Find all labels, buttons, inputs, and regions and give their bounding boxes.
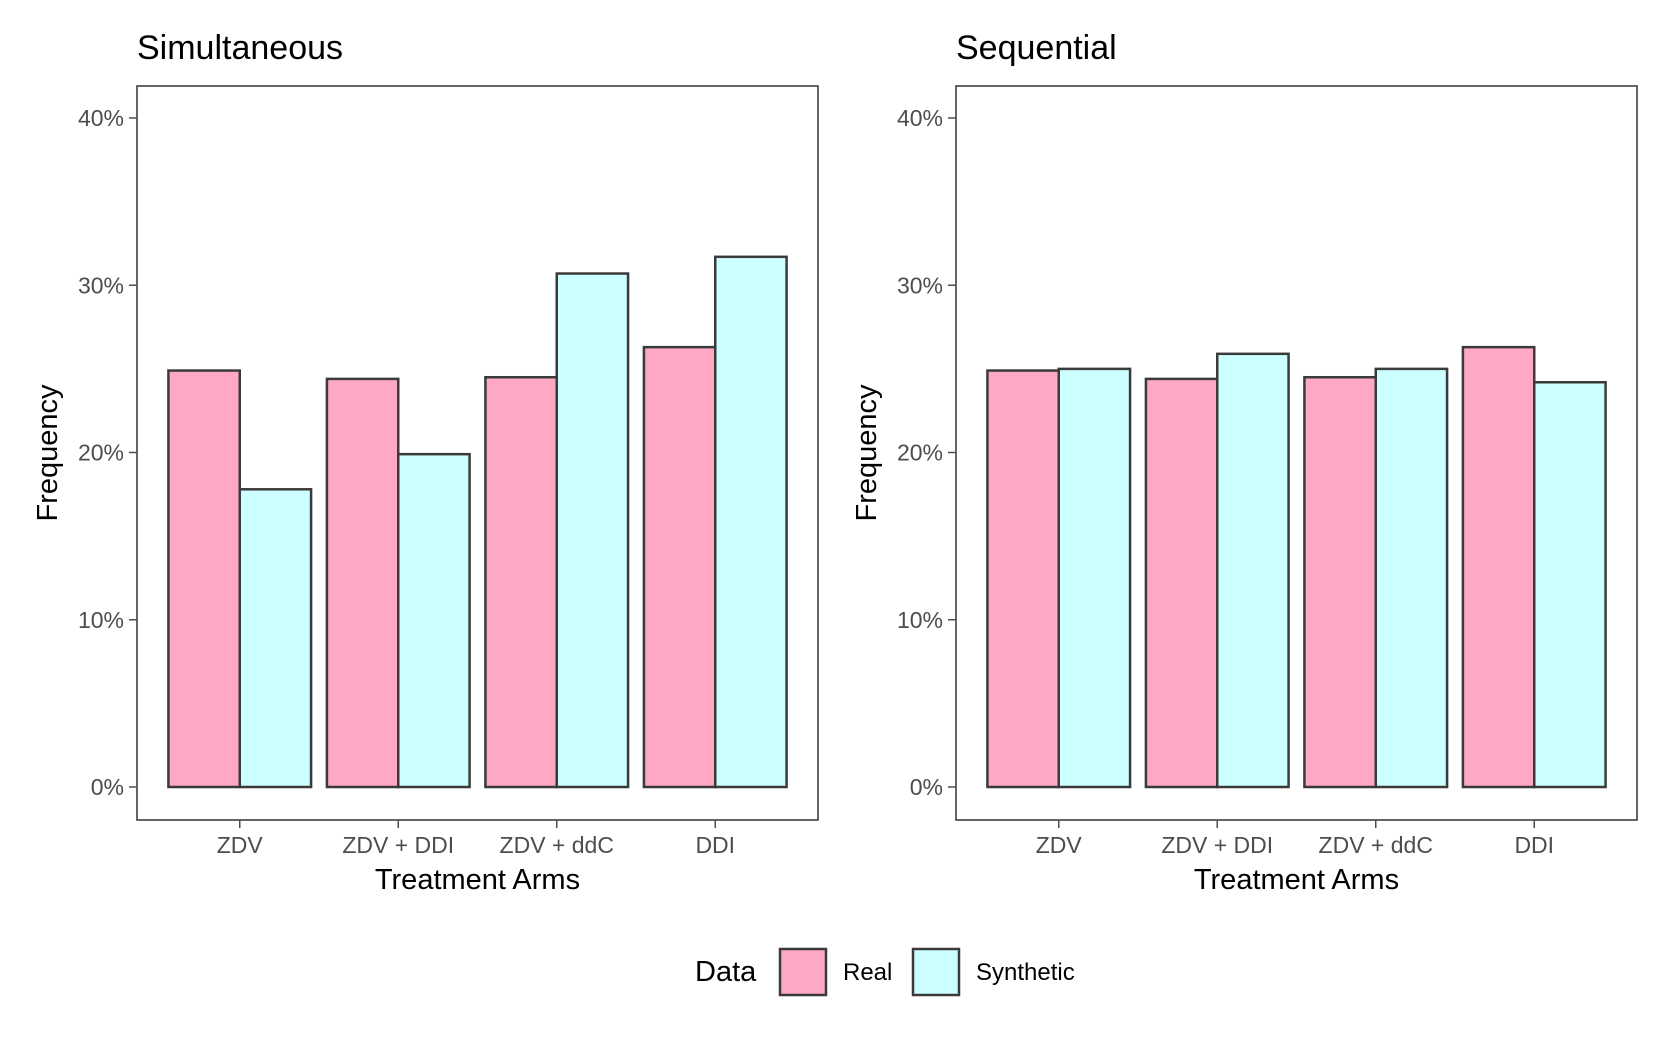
x-tick-label: ZDV + DDI <box>1161 832 1273 858</box>
bar-synthetic-ddi <box>1533 381 1607 789</box>
legend: Data Real Synthetic <box>695 947 1075 997</box>
bar-real-zdv <box>986 369 1060 789</box>
bar-synthetic-zdv <box>238 488 313 789</box>
x-tick-label: ZDV + ddC <box>500 832 614 858</box>
chart-title: Sequential <box>956 29 1117 67</box>
y-tick-label: 30% <box>897 272 943 298</box>
x-tick-label: ZDV + ddC <box>1319 832 1433 858</box>
x-tick-label: ZDV + DDI <box>342 832 454 858</box>
legend-label-real: Real <box>843 959 892 986</box>
y-tick-label: 30% <box>78 272 124 298</box>
bar-real-zdv-ddc <box>484 375 558 789</box>
x-tick-label: DDI <box>1514 832 1554 858</box>
y-tick-label: 10% <box>897 607 943 633</box>
y-tick-label: 20% <box>897 440 943 466</box>
legend-swatch-real <box>778 947 828 997</box>
legend-label-synthetic: Synthetic <box>976 959 1075 986</box>
chart-panel-simultaneous: Simultaneous 0% 10% 20% 30% 40% ZDV ZDV + DDI ZD… <box>32 29 819 896</box>
chart-title: Simultaneous <box>137 29 343 67</box>
x-tick-label: DDI <box>695 832 735 858</box>
legend-title: Data <box>695 956 757 988</box>
bar-real-ddi <box>1461 345 1536 789</box>
bar-real-zdv-ddi <box>325 377 400 789</box>
bar-real-zdv <box>167 369 241 789</box>
bar-synthetic-zdv-ddi <box>397 452 471 789</box>
x-axis-title: Treatment Arms <box>1194 864 1399 896</box>
x-tick-label: ZDV <box>1036 832 1083 858</box>
bar-real-zdv-ddi <box>1144 377 1219 789</box>
y-axis-title: Frequency <box>851 384 883 522</box>
bar-synthetic-ddi <box>714 255 788 789</box>
y-tick-label: 40% <box>78 105 124 131</box>
bar-synthetic-zdv-ddc <box>1374 367 1449 789</box>
x-axis-title: Treatment Arms <box>375 864 580 896</box>
x-tick-label: ZDV <box>217 832 264 858</box>
y-axis-title: Frequency <box>32 384 64 522</box>
bar-real-zdv-ddc <box>1303 375 1378 789</box>
chart-panel-sequential: Sequential 0% 10% 20% 30% 40% ZDV ZDV + DDI ZDV … <box>851 29 1638 896</box>
bar-synthetic-zdv-ddc <box>555 272 630 789</box>
bar-real-ddi <box>642 345 717 789</box>
y-tick-label: 0% <box>91 774 124 800</box>
y-tick-label: 10% <box>78 607 124 633</box>
y-tick-label: 0% <box>910 774 943 800</box>
bar-synthetic-zdv-ddi <box>1216 352 1290 789</box>
bar-synthetic-zdv <box>1057 367 1132 789</box>
y-tick-label: 40% <box>897 105 943 131</box>
legend-swatch-synthetic <box>911 947 961 997</box>
y-tick-label: 20% <box>78 440 124 466</box>
